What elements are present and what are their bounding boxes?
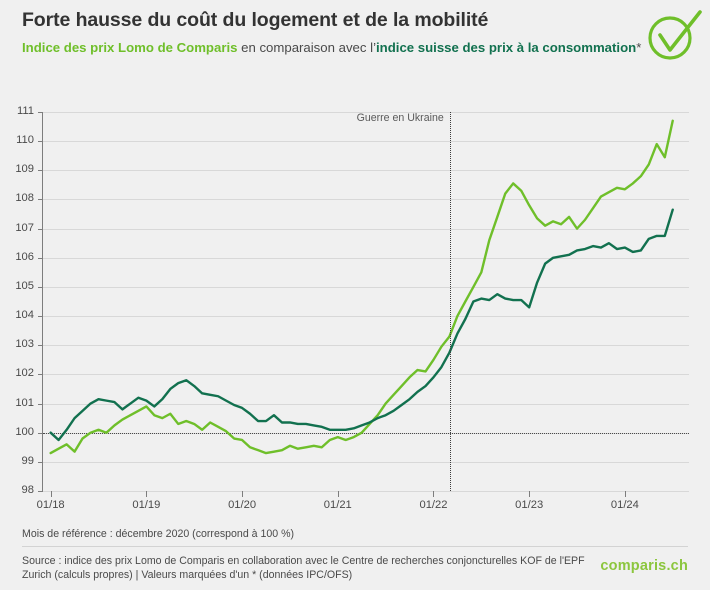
gridline [43,257,689,259]
gridline [43,286,689,288]
gridline [43,345,689,347]
event-label-ukraine: Guerre en Ukraine [356,112,444,124]
source-note: Source : indice des prix Lomo de Compari… [22,554,612,582]
gridline [43,112,689,113]
y-tick-label: 107 [15,221,34,234]
y-tick-label: 106 [15,250,34,263]
y-tick-label: 109 [15,163,34,176]
chart-area: 98 99 100 101 102 103 104 105 106 107 108 109 110 111… [0,100,710,511]
series-line [49,208,674,442]
footer-divider [22,546,688,547]
y-tick-mark [38,316,43,318]
y-tick-label: 101 [15,396,34,409]
gridline [43,403,689,405]
gridline [43,199,689,201]
series-line [49,119,674,455]
x-tick-label: 01/22 [419,499,448,511]
x-tick-label: 01/18 [36,499,65,511]
x-tick-label: 01/20 [228,499,257,511]
y-tick-mark [38,257,43,259]
x-tick-label: 01/21 [323,499,352,511]
x-tick-mark [529,491,531,497]
y-tick-label: 105 [15,279,34,292]
gridline [43,228,689,230]
y-tick-label: 102 [15,367,34,380]
header: Forte hausse du coût du logement et de l… [22,6,688,58]
y-tick-mark [38,403,43,405]
y-tick-mark [38,286,43,288]
gridline [43,491,689,492]
reference-line-100 [43,432,689,434]
y-tick-label: 98 [21,484,34,496]
gridline [43,461,689,463]
y-tick-label: 111 [16,105,34,117]
y-tick-label: 110 [16,134,34,147]
y-tick-label: 103 [15,338,34,351]
x-tick-mark [146,491,148,497]
subtitle-series-ipc: indice suisse des prix à la consommation [376,40,637,55]
event-line-ukraine [449,112,451,491]
y-tick-mark [38,199,43,201]
reference-month-note: Mois de référence : décembre 2020 (corre… [22,528,295,540]
gridline [43,374,689,376]
x-tick-mark [433,491,435,497]
y-tick-label: 108 [15,192,34,205]
page-title: Forte hausse du coût du logement et de l… [22,9,489,31]
gridline [43,170,689,172]
page-subtitle: Indice des prix Lomo de Comparis en comp… [22,39,642,58]
brand-logo-text: comparis.ch [600,558,688,574]
subtitle-asterisk: * [636,40,642,55]
y-tick-label: 100 [15,425,34,438]
y-tick-mark [38,432,43,434]
y-tick-label: 104 [15,309,34,322]
y-tick-mark [38,374,43,376]
gridline [43,141,689,143]
y-tick-mark [38,228,43,230]
subtitle-connector: en comparaison avec l’ [237,40,376,55]
y-axis [42,112,43,491]
y-tick-label: 99 [21,454,34,467]
x-tick-label: 01/19 [132,499,161,511]
subtitle-series-lomo: Indice des prix Lomo de Comparis [22,40,238,55]
y-tick-mark [38,112,43,113]
data-series-lines [49,119,674,455]
x-tick-mark [242,491,244,497]
x-tick-label: 01/23 [515,499,544,511]
source-line-1: Source : indice des prix Lomo de Compari… [22,555,585,581]
gridline [43,316,689,318]
x-tick-label: 01/24 [610,499,639,511]
x-tick-mark [50,491,52,497]
y-tick-mark [38,461,43,463]
plot-region: Guerre en Ukraine [43,112,689,491]
comparis-check-icon [648,10,702,60]
source-line-2: (calculs propres) | Valeurs marquées d'u… [54,569,353,581]
y-tick-mark [38,141,43,143]
y-tick-mark [38,491,43,492]
x-tick-mark [624,491,626,497]
y-tick-mark [38,170,43,172]
x-tick-mark [337,491,339,497]
y-tick-mark [38,345,43,347]
